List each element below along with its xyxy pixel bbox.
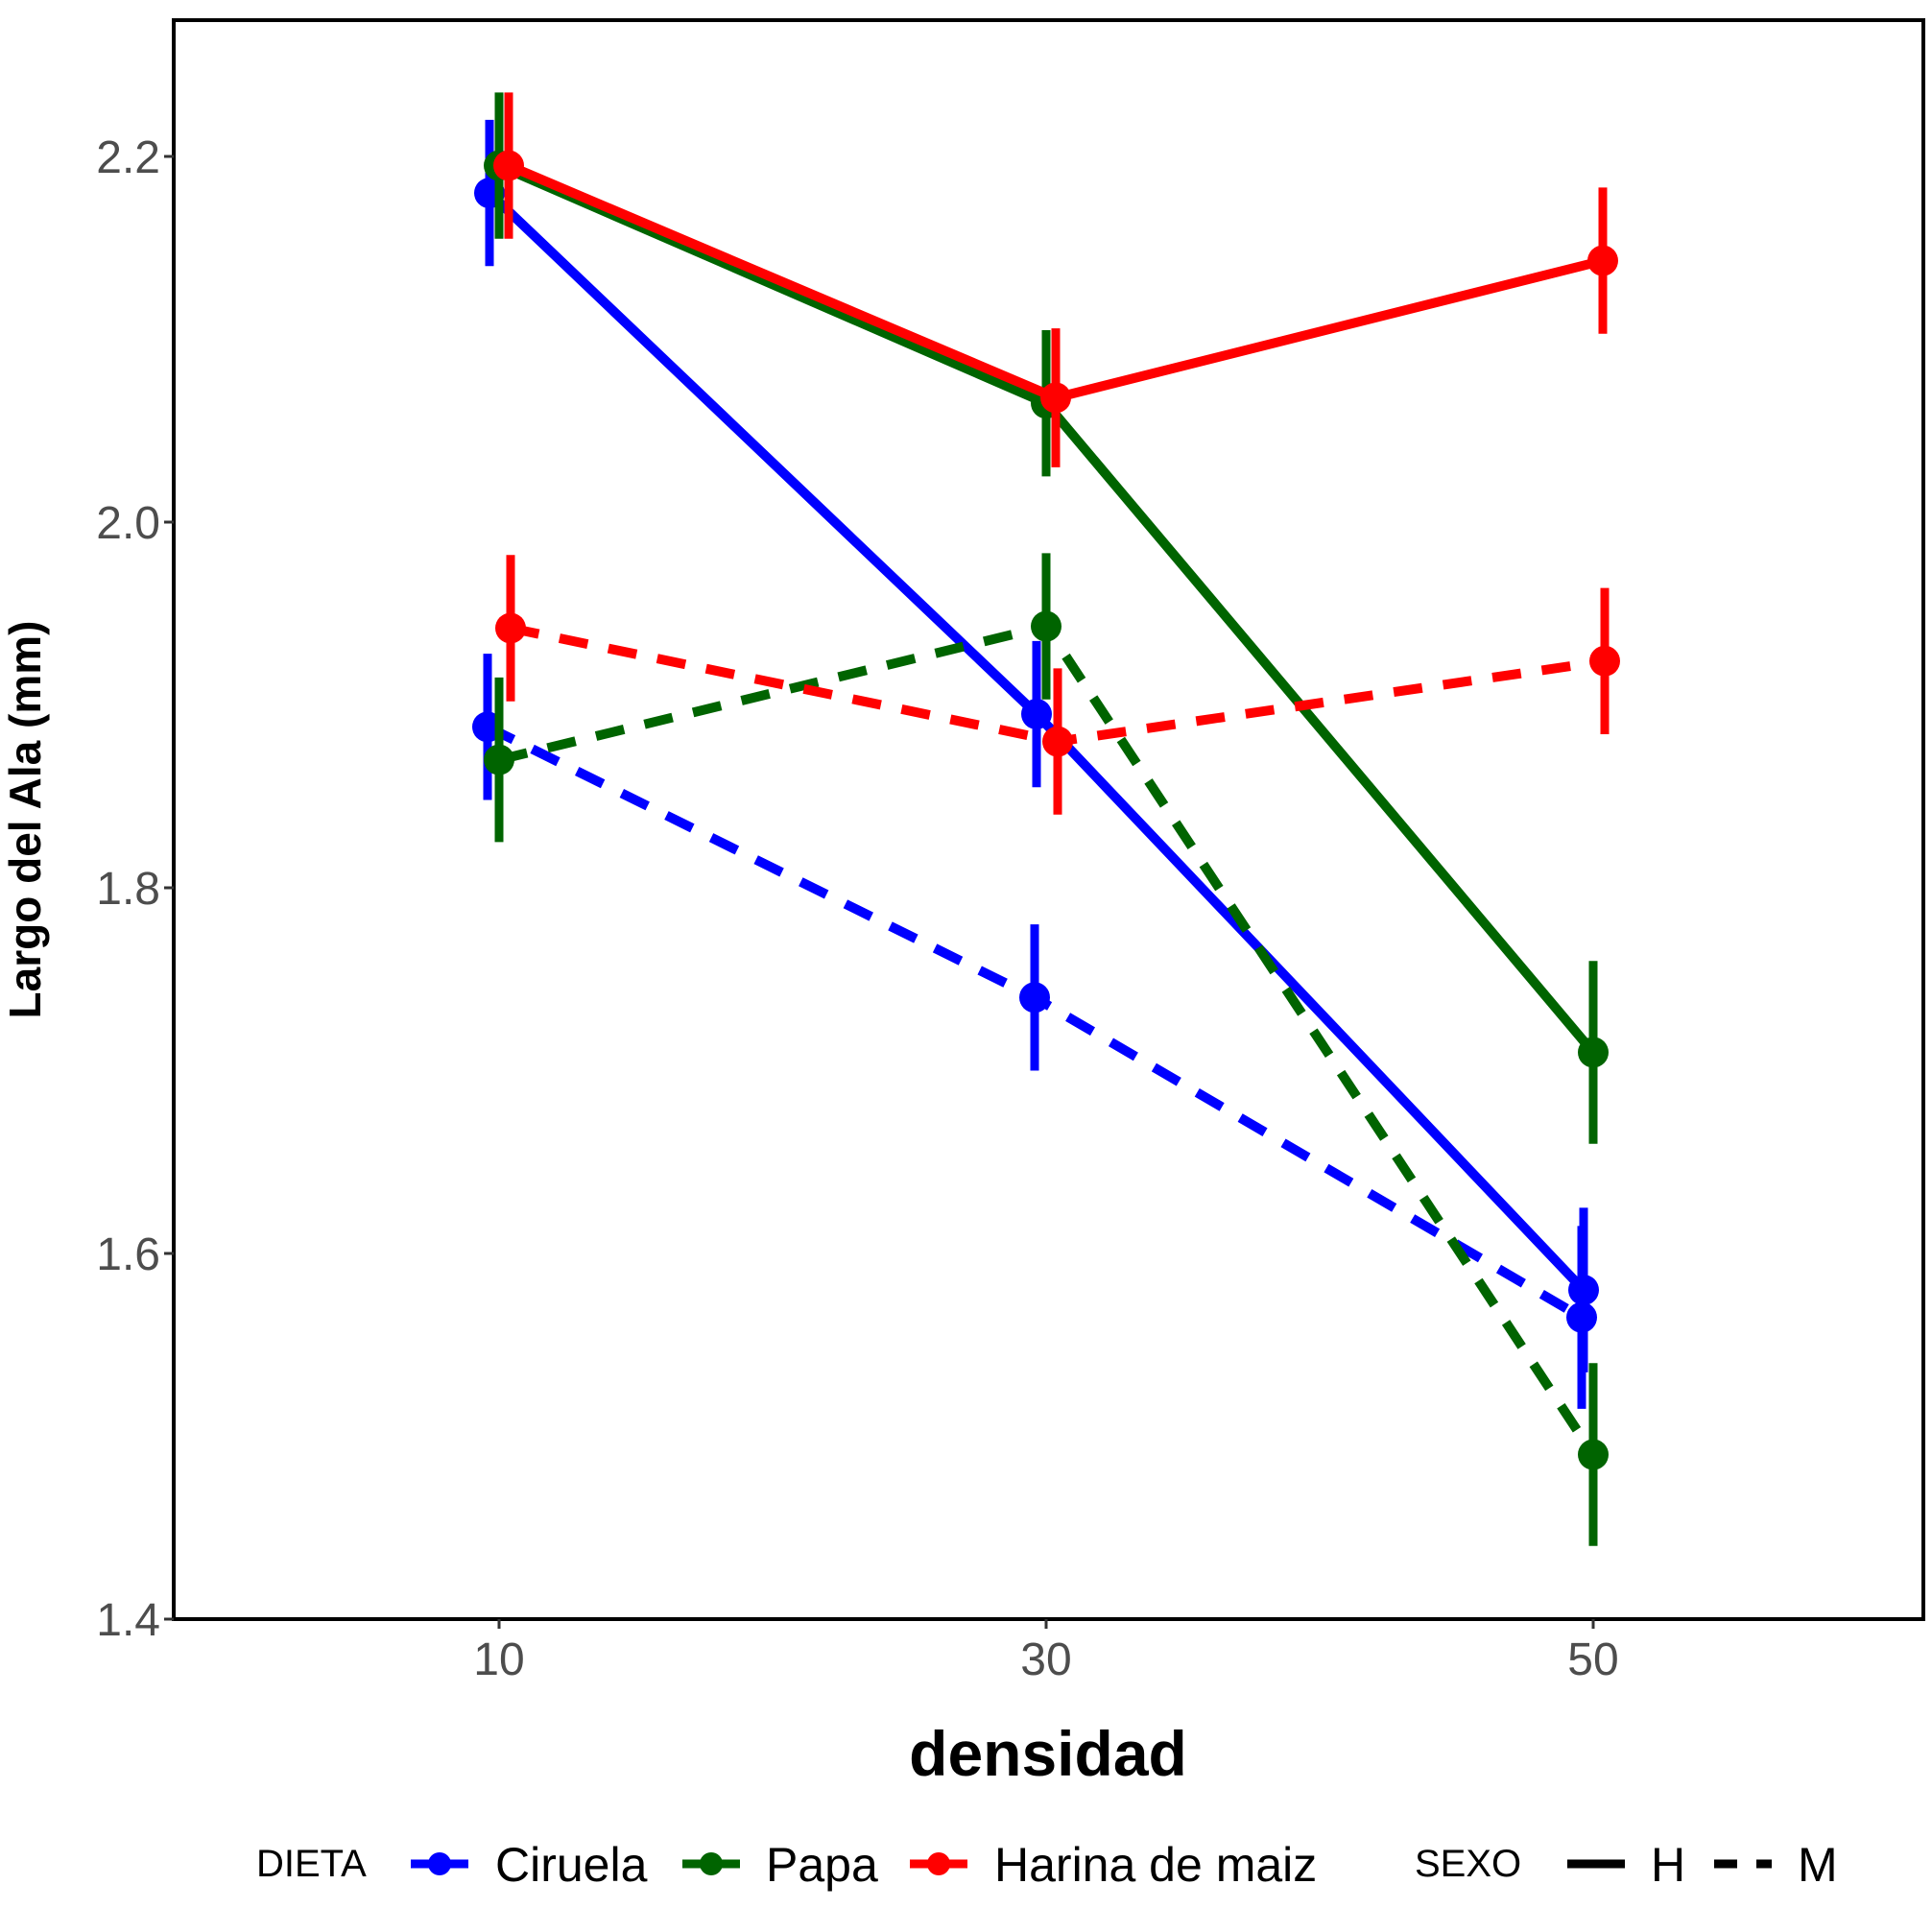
plot-panel-border (172, 18, 1925, 1621)
legend-label-harina-de-maiz: Harina de maiz (994, 1838, 1317, 1892)
legend-key-point-harina-de-maiz (927, 1852, 950, 1875)
data-point (1021, 699, 1052, 730)
data-point (1589, 645, 1620, 677)
y-tick-label: 1.6 (96, 1229, 160, 1280)
legend-item-h: H (1567, 1838, 1685, 1892)
data-point (495, 612, 526, 644)
legend-sexo-title: SEXO (1415, 1843, 1521, 1885)
data-point (1040, 382, 1071, 414)
data-point (1019, 982, 1050, 1014)
legend: DIETA Ciruela Papa Harina de maiz SEXO H… (256, 1838, 1838, 1892)
series-layer (472, 92, 1620, 1546)
legend-label-papa: Papa (766, 1838, 878, 1892)
x-tick-label: 50 (1567, 1634, 1618, 1685)
legend-item-harina-de-maiz: Harina de maiz (910, 1838, 1317, 1892)
x-axis-title: densidad (909, 1718, 1187, 1789)
data-point (1587, 245, 1618, 276)
y-tick-label: 2.2 (96, 132, 160, 183)
legend-item-ciruela: Ciruela (411, 1838, 648, 1892)
legend-key-point-ciruela (428, 1852, 451, 1875)
data-point (1578, 1037, 1609, 1068)
legend-label-h: H (1651, 1838, 1685, 1892)
x-tick-label: 30 (1020, 1634, 1071, 1685)
legend-label-m: M (1798, 1838, 1838, 1892)
y-tick-label: 2.0 (96, 498, 160, 549)
legend-item-papa: Papa (682, 1838, 878, 1892)
axis-layer: 1.4 1.6 1.8 2.0 2.2 10 30 50 (96, 132, 1618, 1685)
y-axis-title: Largo del Ala (mm) (0, 621, 50, 1019)
legend-label-ciruela: Ciruela (495, 1838, 648, 1892)
data-point (1578, 1439, 1609, 1470)
series-harina-de-maiz-h (493, 92, 1618, 467)
data-point (1031, 610, 1061, 642)
series-papa-m (484, 553, 1609, 1546)
data-point (1566, 1301, 1597, 1333)
legend-key-point-papa (700, 1852, 723, 1875)
legend-item-m: M (1714, 1838, 1838, 1892)
x-tick-label: 10 (473, 1634, 524, 1685)
y-tick-label: 1.8 (96, 864, 160, 915)
data-point (493, 150, 524, 181)
data-point (1042, 726, 1073, 757)
y-tick-label: 1.4 (96, 1595, 160, 1646)
series-harina-de-maiz-m (495, 555, 1620, 815)
data-point (484, 744, 514, 775)
legend-dieta-title: DIETA (256, 1843, 367, 1885)
